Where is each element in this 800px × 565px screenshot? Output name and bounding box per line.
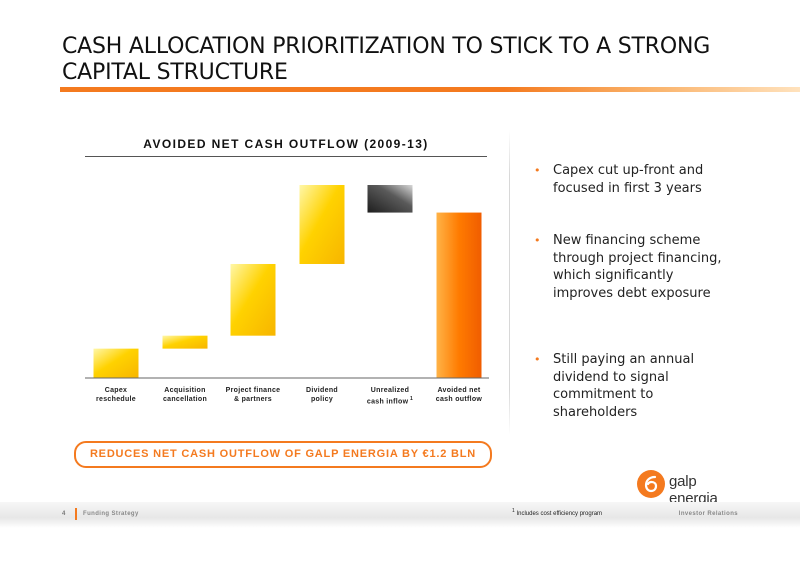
bullet-dot-icon: • (534, 353, 541, 366)
footer-band (0, 502, 800, 528)
footer-section: Funding Strategy (83, 511, 139, 517)
bullet-text: Capex cut up-front and focused in first … (553, 163, 704, 196)
waterfall-bar-6 (436, 212, 482, 378)
category-label: Avoided net cash outflow (425, 386, 493, 404)
category-label-line: cash inflow 1 (366, 396, 414, 406)
title-underline (60, 87, 800, 92)
chart-title: AVOIDED NET CASH OUTFLOW (2009-13) (143, 137, 429, 151)
category-label: Unrealized cash inflow 1 (356, 386, 424, 406)
bullet-text: New financing scheme through project fin… (553, 233, 722, 301)
category-label-line: Capex (104, 387, 128, 394)
galp-energia-logo: galp energia (636, 469, 746, 507)
category-label: Acquisition cancellation (151, 386, 219, 404)
footnote-marker: 1 (512, 508, 515, 514)
bullet-item: • New financing scheme through project f… (534, 232, 734, 302)
waterfall-bar-5 (367, 185, 413, 213)
slide-title: CASH ALLOCATION PRIORITIZATION TO STICK … (62, 34, 711, 85)
waterfall-bar-1 (93, 348, 139, 378)
footnote: 1 Includes cost efficiency program (512, 508, 602, 517)
category-label-line: cash outflow (435, 396, 483, 403)
galp-logo-icon (637, 470, 665, 498)
bullet-dot-icon: • (534, 234, 541, 247)
bullet-item: • Still paying an annual dividend to sig… (534, 351, 734, 421)
category-label-line: reschedule (96, 396, 136, 403)
category-label-line: policy (310, 396, 334, 403)
waterfall-bar-4 (299, 185, 345, 264)
category-label-line: cancellation (162, 396, 208, 403)
category-label: Capex reschedule (82, 386, 150, 404)
category-label-line: Project finance (225, 387, 281, 394)
category-label-line: & partners (233, 396, 272, 403)
callout-text: REDUCES NET CASH OUTFLOW OF GALP ENERGIA… (89, 448, 477, 460)
category-label-line: Acquisition (164, 387, 206, 394)
category-label-line: Dividend (306, 387, 338, 394)
footer-department: Investor Relations (678, 511, 738, 517)
footnote-text: Includes cost efficiency program (516, 511, 603, 517)
category-label-line: Unrealized (370, 387, 410, 394)
category-label-line: Avoided net (437, 387, 481, 394)
bullet-text: Still paying an annual dividend to signa… (553, 352, 695, 420)
callout-box: REDUCES NET CASH OUTFLOW OF GALP ENERGIA… (74, 441, 492, 468)
bullet-dot-icon: • (534, 164, 541, 177)
waterfall-bar-2 (162, 335, 208, 349)
category-label: Dividend policy (288, 386, 356, 404)
page-number: 4 (62, 511, 66, 517)
waterfall-bar-3 (230, 263, 276, 336)
bullet-item: • Capex cut up-front and focused in firs… (534, 162, 734, 197)
category-label: Project finance & partners (219, 386, 287, 404)
footer-accent-bar (75, 508, 77, 520)
chart-title-rule (85, 156, 487, 157)
vertical-divider (509, 130, 510, 435)
category-footnote-marker: 1 (408, 396, 414, 402)
